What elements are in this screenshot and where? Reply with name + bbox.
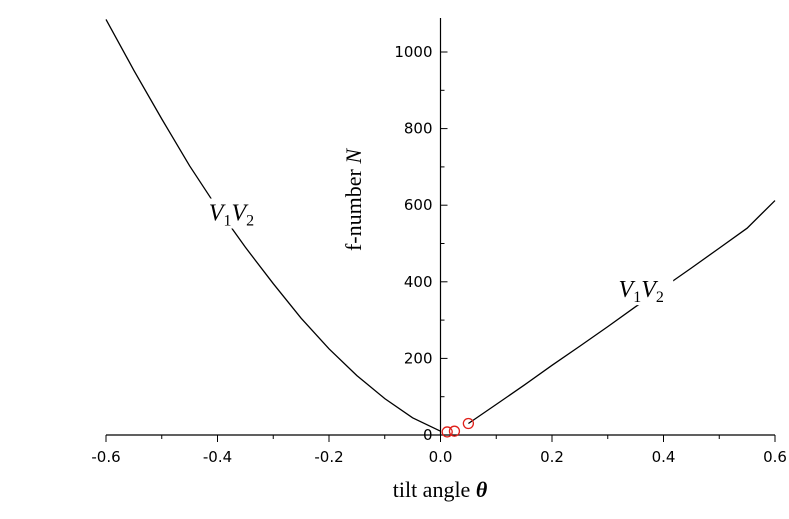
x-tick-label: 0.0 xyxy=(429,448,453,466)
x-tick-label: 0.2 xyxy=(540,448,564,466)
x-tick-label: -0.6 xyxy=(91,448,120,466)
y-axis-title: f-number N xyxy=(341,148,366,251)
x-tick-label: -0.2 xyxy=(314,448,343,466)
labels: tilt angle θ f-number N V1V2 V1V2 xyxy=(201,148,674,502)
y-tick-label: 1000 xyxy=(394,43,432,61)
curves xyxy=(105,19,776,432)
curve-label-bg xyxy=(611,275,674,306)
curve-label-bg xyxy=(201,198,264,229)
series-line-0 xyxy=(105,19,441,432)
curve-label: V1V2 xyxy=(209,201,254,230)
markers xyxy=(441,417,475,438)
y-tick-label: 800 xyxy=(404,120,433,138)
data-point-marker xyxy=(448,425,461,437)
y-tick-label: 200 xyxy=(404,349,433,367)
y-tick-label: 600 xyxy=(404,196,433,214)
x-tick-label: 0.4 xyxy=(652,448,676,466)
data-point-marker xyxy=(462,417,475,430)
axes: -0.6 -0.4 -0.2 0.0 0.2 0.4 0.6 0 200 400 600 800 100… xyxy=(91,18,787,466)
x-tick-label: 0.6 xyxy=(763,448,787,466)
curve-label: V1V2 xyxy=(619,277,664,306)
y-tick-label: 400 xyxy=(404,273,433,291)
data-point-marker xyxy=(441,426,453,438)
series-line-1 xyxy=(468,200,776,425)
x-axis-title: tilt angle θ xyxy=(393,477,488,502)
x-tick-label: -0.4 xyxy=(203,448,232,466)
y-tick-label: 0 xyxy=(423,426,433,444)
